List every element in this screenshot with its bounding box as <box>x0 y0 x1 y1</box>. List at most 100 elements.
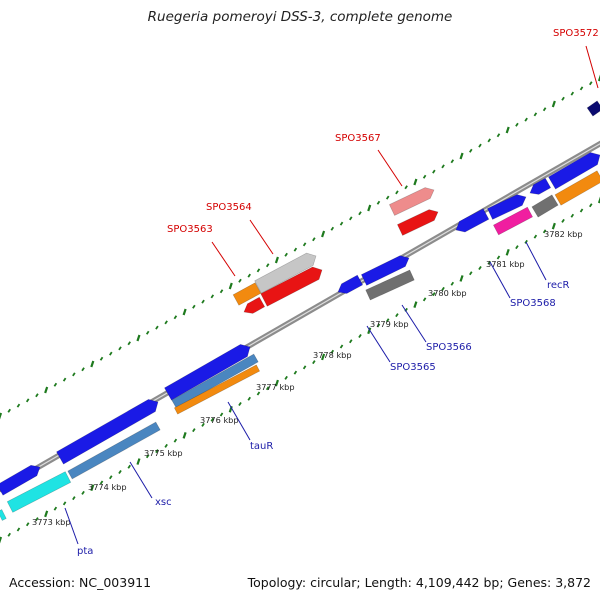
tick-track-lower-mark <box>7 532 11 537</box>
tick-track-upper-mark <box>413 178 418 186</box>
tick-track-lower-mark <box>589 203 593 208</box>
tick-track-lower-mark <box>109 475 113 480</box>
tick-track-lower-mark <box>561 218 565 223</box>
tick-track-upper-mark <box>321 230 326 238</box>
tick-track-upper-mark <box>53 382 58 387</box>
tick-track-lower-mark <box>81 490 85 495</box>
tick-track-upper-mark <box>441 164 445 169</box>
gene-bottom-orange-2 <box>554 170 600 206</box>
tick-track-upper-mark <box>164 320 168 325</box>
tick-track-upper-mark <box>515 122 519 127</box>
tick-track-lower-mark <box>274 379 279 387</box>
gene-label: SPO3563 <box>167 224 213 235</box>
tick-track-upper-mark <box>404 185 408 190</box>
tick-track-lower-mark <box>210 417 215 422</box>
tick-track-upper-mark <box>376 200 381 205</box>
tick-track-upper-mark <box>35 393 39 398</box>
tick-track-upper-mark <box>551 100 556 108</box>
tick-track-upper-mark <box>90 360 95 368</box>
tick-track-lower-mark <box>53 506 58 511</box>
tick-track-lower-mark <box>238 402 242 406</box>
gene-label-leader <box>401 304 427 343</box>
tick-track-upper-mark <box>524 117 528 122</box>
tick-track-upper-mark <box>127 341 131 346</box>
kbp-tick-label: 3776 kbp <box>200 415 239 425</box>
tick-track-lower-mark <box>164 443 168 448</box>
gene-bottom-orange-1 <box>173 364 261 415</box>
gene-label: recR <box>547 280 570 291</box>
tick-track-lower-mark <box>450 281 455 286</box>
tick-track-upper-mark <box>422 174 427 179</box>
gene-top-9 <box>586 100 600 117</box>
tick-track-lower-mark <box>533 234 538 239</box>
kbp-tick-label: 3778 kbp <box>313 350 352 360</box>
tick-track-upper-mark <box>284 252 288 257</box>
tick-track-upper-mark <box>238 278 242 283</box>
gene-label-leader <box>585 45 599 89</box>
tick-track-upper-mark <box>0 412 3 420</box>
gene-label-leader <box>211 241 236 277</box>
tick-track-upper-mark <box>330 226 335 231</box>
tick-track-upper-mark <box>385 195 390 200</box>
tick-track-lower-mark <box>579 208 584 213</box>
tick-track-lower-mark <box>265 386 270 391</box>
tick-track-lower-mark <box>515 245 519 250</box>
gene-spo3563 <box>232 282 262 306</box>
tick-track-lower-mark <box>0 536 3 544</box>
gene-label: xsc <box>155 497 172 508</box>
tick-track-lower-mark <box>136 458 141 465</box>
gene-label: SPO3568 <box>510 298 556 309</box>
tick-track-upper-mark <box>496 133 501 138</box>
tick-track-upper-mark <box>542 107 547 112</box>
tick-track-lower-mark <box>219 412 224 417</box>
gene-label-leader <box>249 219 274 255</box>
tick-track-lower-mark <box>192 428 196 433</box>
tick-track-lower-mark <box>376 323 381 328</box>
tick-track-lower-mark <box>413 301 418 308</box>
gene-label: pta <box>77 546 93 557</box>
map-title: Ruegeria pomeroyi DSS-3, complete genome <box>147 9 453 25</box>
gene-label-leader <box>227 401 251 441</box>
tick-track-upper-mark <box>25 398 30 403</box>
tick-track-upper-mark <box>589 81 593 86</box>
gene-spo3563-red <box>243 296 266 314</box>
tick-track-lower-mark <box>302 365 307 370</box>
tick-track-upper-mark <box>450 159 455 164</box>
tick-track-lower-mark <box>339 344 344 349</box>
gene-top-8b <box>548 152 600 190</box>
tick-track-lower-mark <box>542 229 547 234</box>
tick-track-upper-mark <box>228 282 233 290</box>
gene-bottom-cyan-2 <box>6 471 72 513</box>
tick-track-lower-mark <box>72 496 76 501</box>
gene-label-leader <box>366 325 391 363</box>
tick-track-upper-mark <box>487 138 491 143</box>
tick-track-lower-mark <box>385 318 390 323</box>
gene-label: SPO3572 <box>553 28 599 39</box>
tick-track-upper-mark <box>358 211 362 216</box>
tick-track-lower-mark <box>459 275 464 282</box>
gene-spo3567-red <box>397 209 439 236</box>
tick-track-upper-mark <box>293 247 298 252</box>
tick-track-upper-mark <box>44 386 49 394</box>
tick-track-lower-mark <box>367 327 372 335</box>
gene-bottom-steel-1 <box>67 421 161 480</box>
tick-track-upper-mark <box>99 356 104 361</box>
tick-track-upper-mark <box>210 294 215 299</box>
gene-label: SPO3566 <box>426 342 472 353</box>
tick-track-lower-mark <box>293 370 298 375</box>
gene-label: SPO3567 <box>335 133 381 144</box>
gene-label-leader <box>489 261 511 299</box>
kbp-tick-label: 3773 kbp <box>32 517 71 527</box>
tick-track-upper-mark <box>570 91 575 96</box>
tick-track-lower-mark <box>505 248 510 256</box>
genome-summary-text: Topology: circular; Length: 4,109,442 bp… <box>247 575 591 590</box>
gene-bottom-pink-1 <box>493 206 533 236</box>
tick-track-lower-mark <box>35 517 39 522</box>
tick-track-lower-mark <box>395 313 399 318</box>
gene-top-6 <box>455 208 490 233</box>
tick-track-upper-mark <box>478 143 482 148</box>
tick-track-upper-mark <box>367 204 372 212</box>
gene-bottom-steel-2 <box>171 353 259 409</box>
